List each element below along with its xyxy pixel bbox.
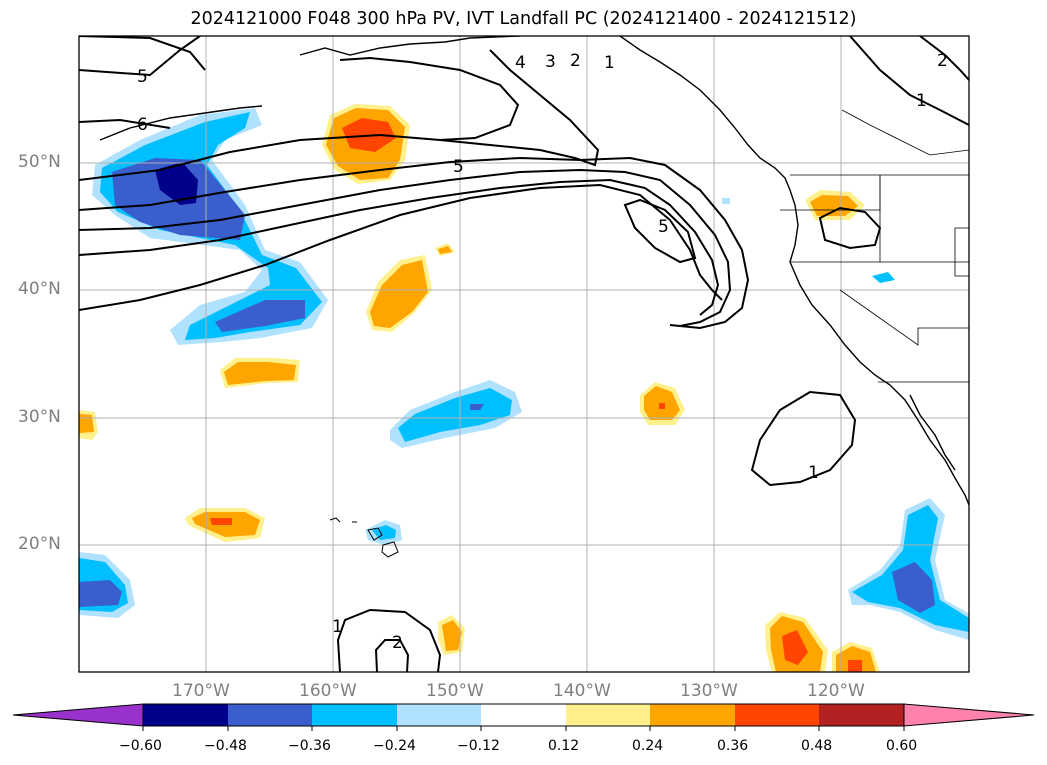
colorbar-tick-label: −0.36 [288,738,331,754]
lat-label: 20°N [18,534,61,554]
map-frame [78,35,970,673]
negative-ivt-region-central [390,380,522,448]
colorbar-bin [735,704,819,726]
contour-label: 1 [332,617,343,637]
contour-label: 6 [137,115,148,135]
negative-ivt-region-northwest [92,108,328,345]
colorbar-tick-label: 0.12 [548,738,580,754]
lon-label: 130°W [680,681,738,701]
contour-label: 5 [658,217,669,237]
state-borders [780,109,969,383]
colorbar-bin [312,704,397,726]
positive-ivt-region-subtropical-west [79,358,300,542]
negative-ivt-region-west-edge [79,552,135,618]
colorbar-bin [143,704,228,726]
lon-label: 170°W [172,681,230,701]
positive-ivt-region-east-pacific [438,382,880,672]
contour-label: 3 [545,52,556,72]
colorbar-bin [397,704,481,726]
negative-ivt-region-hawaii [365,520,402,545]
colorbar-bin [228,704,312,726]
colorbar-tick-label: 0.36 [717,738,749,754]
colorbar-tick-label: −0.24 [373,738,416,754]
lon-label: 150°W [426,681,484,701]
pv-contours [79,36,969,672]
lat-label: 40°N [18,279,61,299]
contour-label: 5 [137,67,148,87]
lat-label: 30°N [18,407,61,427]
colorbar-bin [481,704,566,726]
lon-label: 160°W [299,681,357,701]
colorbar-tick-label: 0.48 [801,738,833,754]
contour-labels: 5 6 5 4 3 2 1 5 1 1 2 1 2 [137,51,948,653]
colorbar-extend-min [12,703,144,727]
colorbar [12,703,1035,731]
positive-ivt-region-oregon [805,190,865,220]
colorbar-tick-label: −0.60 [119,738,162,754]
lon-label: 120°W [807,681,865,701]
contour-label: 4 [515,53,526,73]
contour-label: 1 [916,91,927,111]
hawaii-islands [329,517,399,558]
colorbar-bin [566,704,650,726]
contour-label: 2 [570,51,581,71]
contour-label: 2 [937,51,948,71]
colorbar-extend-max [903,703,1035,727]
map-title: 2024121000 F048 300 hPa PV, IVT Landfall… [190,9,857,29]
colorbar-tick-label: 0.24 [632,738,664,754]
colorbar-tick-label: −0.48 [204,738,247,754]
contour-label: 2 [392,633,403,653]
contour-label: 1 [808,463,819,483]
lat-label: 50°N [18,152,61,172]
coastlines [99,36,969,506]
contour-label: 5 [453,157,464,177]
colorbar-tick-label: 0.60 [886,738,918,754]
colorbar-tick-label: −0.12 [457,738,500,754]
negative-ivt-region-southeast [848,498,969,640]
colorbar-bin [650,704,735,726]
positive-ivt-region-central-north [366,243,455,332]
negative-ivt-region-small [722,198,730,204]
colorbar-bin [819,704,904,726]
contour-label: 1 [604,53,615,73]
lon-label: 140°W [553,681,611,701]
negative-ivt-region-small [872,272,895,283]
